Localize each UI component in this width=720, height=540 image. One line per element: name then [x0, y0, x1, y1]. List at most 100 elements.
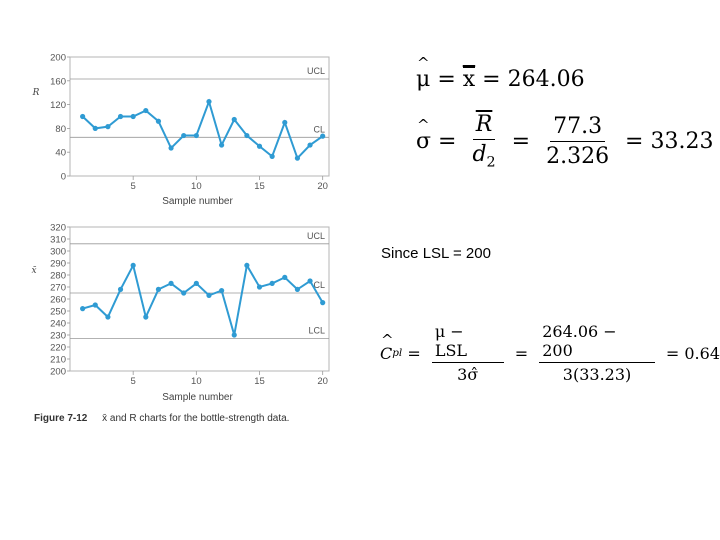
- data-point: [155, 118, 162, 124]
- y-tick-label: 200: [50, 367, 66, 378]
- control-label-cl: CL: [313, 280, 325, 290]
- y-axis-label: x̄: [31, 266, 36, 276]
- y-tick-label: 230: [50, 331, 66, 342]
- data-point: [143, 314, 149, 320]
- data-point: [181, 290, 187, 296]
- y-tick-label: 0: [61, 172, 66, 183]
- sigma-numerator: 77.3: [550, 114, 606, 142]
- data-point: [168, 280, 174, 286]
- x-tick-label: 5: [131, 376, 136, 387]
- data-point: [206, 292, 212, 298]
- data-point: [130, 113, 136, 120]
- grand-mean-symbol: x: [462, 66, 476, 92]
- figure-caption: Figure 7-12 x̄ and R charts for the bott…: [34, 413, 289, 424]
- lsl-note: Since LSL = 200: [381, 245, 491, 262]
- y-tick-label: 240: [50, 319, 66, 330]
- data-point: [80, 306, 86, 312]
- x-axis-label: Sample number: [162, 196, 233, 207]
- equals-sign: =: [482, 67, 508, 92]
- data-point: [117, 286, 124, 292]
- cpl-result: 0.64: [684, 343, 720, 363]
- y-tick-label: 250: [50, 307, 66, 318]
- data-point: [206, 99, 212, 105]
- cpl-frac1-denominator: 3σ̂: [457, 365, 479, 384]
- control-label-ucl: UCL: [307, 66, 325, 76]
- control-label-cl: CL: [313, 124, 325, 134]
- rbar-symbol: R: [475, 112, 493, 137]
- x-tick-label: 15: [254, 376, 265, 387]
- cpl-symbol: C: [380, 331, 394, 363]
- cpl-frac2-numerator: 264.06 − 200: [539, 322, 655, 363]
- data-point: [307, 278, 313, 284]
- data-point: [219, 288, 225, 294]
- y-tick-label: 210: [50, 355, 66, 366]
- x-tick-label: 10: [191, 376, 202, 387]
- data-point: [143, 107, 149, 114]
- control-label-ucl: UCL: [307, 231, 325, 241]
- data-point: [92, 125, 98, 131]
- data-point: [269, 153, 275, 159]
- data-point: [117, 113, 124, 120]
- x-axis-label: Sample number: [162, 392, 233, 403]
- figure-number: Figure 7-12: [34, 413, 88, 424]
- data-point: [168, 145, 174, 151]
- mu-hat-equation: μ = x = 264.06: [416, 54, 585, 92]
- y-tick-label: 300: [50, 247, 66, 258]
- equals-sign: =: [402, 343, 426, 363]
- plot-frame: [69, 226, 330, 372]
- data-point: [256, 284, 263, 290]
- data-point: [181, 132, 187, 139]
- data-point: [269, 280, 275, 286]
- y-tick-label: 260: [50, 295, 66, 306]
- cpl-numeric-fraction: 264.06 − 200 3(33.23): [539, 322, 655, 384]
- equals-sign: =: [509, 343, 534, 363]
- cpl-symbolic-fraction: μ − LSL 3σ̂: [431, 322, 504, 384]
- rbar-over-d2-fraction: R d2: [472, 112, 496, 171]
- x-tick-label: 20: [317, 181, 328, 192]
- data-point: [193, 132, 199, 139]
- y-tick-label: 80: [55, 124, 66, 135]
- equals-sign: =: [618, 128, 651, 154]
- y-tick-label: 270: [50, 283, 66, 294]
- mu-value: 264.06: [507, 67, 585, 92]
- control-label-lcl: LCL: [308, 326, 325, 336]
- data-point: [105, 124, 111, 130]
- x-tick-label: 10: [191, 181, 202, 192]
- r-chart: 0 40 80 120 160 200 5 10 15 20 UCL CL Sample number R: [32, 53, 330, 207]
- equals-sign: =: [437, 67, 463, 92]
- y-axis-label: R: [32, 88, 40, 98]
- y-tick-label: 310: [50, 235, 66, 246]
- data-point: [320, 300, 326, 306]
- y-tick-label: 280: [50, 271, 66, 282]
- plot-frame: [69, 56, 330, 177]
- y-tick-label: 200: [50, 53, 66, 64]
- y-tick-label: 160: [50, 76, 66, 87]
- y-tick-label: 290: [50, 259, 66, 270]
- data-point: [244, 262, 250, 268]
- data-point: [105, 314, 111, 320]
- data-point: [244, 132, 250, 139]
- series-line: [81, 98, 324, 161]
- equals-sign: =: [660, 343, 685, 363]
- sigma-result: 33.23: [650, 128, 714, 154]
- data-point: [92, 302, 98, 308]
- sigma-hat-equation: σ = R d2 = 77.3 2.326 = 33.23: [416, 112, 713, 170]
- data-point: [130, 262, 136, 268]
- data-point: [294, 286, 301, 292]
- data-point: [80, 113, 86, 120]
- cpl-frac1-numerator: μ − LSL: [431, 322, 504, 363]
- data-point: [193, 280, 199, 286]
- data-point: [219, 142, 225, 148]
- data-point: [307, 142, 313, 148]
- data-point: [294, 155, 301, 161]
- sigma-denominator: 2.326: [546, 143, 610, 169]
- data-point: [256, 143, 263, 149]
- x-tick-label: 15: [254, 181, 265, 192]
- data-point: [320, 133, 326, 139]
- equals-sign: =: [504, 128, 538, 154]
- y-tick-label: 40: [55, 148, 66, 159]
- cpl-equation: Cpl = μ − LSL 3σ̂ = 264.06 − 200 3(33.23…: [380, 322, 720, 384]
- data-point: [282, 119, 288, 126]
